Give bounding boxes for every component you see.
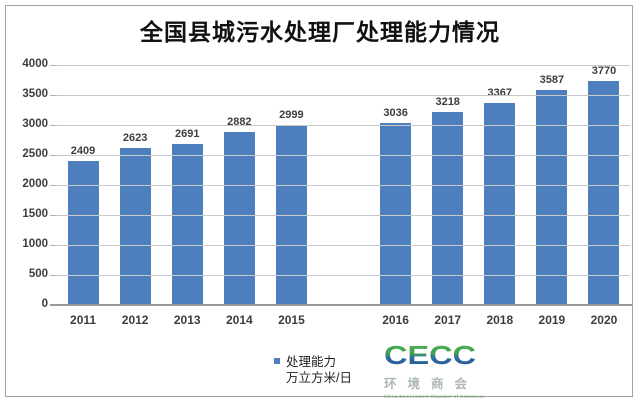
y-tick-label: 0: [41, 298, 48, 310]
x-tick-label-2020: 2020: [590, 313, 618, 327]
x-axis-labels: 2011 2012 2013 2014 2015 2016 2017 2018 2019 2020: [57, 313, 630, 327]
gridline: [57, 155, 630, 156]
bar-2020: [588, 81, 620, 305]
y-tick-mark: [50, 215, 57, 216]
gridline: [57, 275, 630, 276]
bar-value-label: 3587: [539, 73, 565, 86]
bar-2017: [432, 111, 464, 305]
bar-2014: [223, 132, 255, 305]
bar-2016: [380, 122, 412, 305]
x-tick-label-2018: 2018: [486, 313, 514, 327]
bar-2011: [67, 160, 99, 305]
cecc-logo: CECC 环境商会 China Environment Chamber of C…: [384, 340, 494, 399]
bar-value-label: 3218: [435, 95, 460, 108]
bar-slot-2020: 3770: [578, 65, 630, 305]
bar-slot-2012: 2623: [109, 65, 161, 305]
x-tick-label-2012: 2012: [121, 313, 149, 327]
legend-marker-icon: [274, 358, 280, 364]
chart-frame: [5, 5, 633, 397]
x-tick-label-2016: 2016: [382, 313, 409, 327]
legend-series-label: 处理能力: [286, 355, 337, 369]
bar-value-label: 2409: [70, 144, 96, 157]
x-axis-line: [50, 304, 632, 306]
gridline: [57, 185, 630, 186]
bar-value-label: 2623: [122, 131, 148, 144]
y-tick-label: 4000: [22, 58, 48, 70]
gridline: [57, 65, 630, 66]
bar-value-label: 2691: [174, 127, 200, 140]
bar-2013: [171, 143, 203, 305]
y-tick-label: 1000: [22, 238, 48, 250]
y-tick-label: 2000: [22, 178, 48, 190]
y-tick-mark: [50, 95, 57, 96]
y-tick-mark: [50, 185, 57, 186]
gridline: [57, 125, 630, 126]
x-tick-label-2013: 2013: [173, 313, 201, 327]
bar-value-label: 3036: [383, 106, 408, 119]
plot-area: 2409 2623 2691 2882 2999 3036 3218 3367 3587 3770: [57, 65, 630, 305]
legend-text: 处理能力 万立方米/日: [286, 354, 352, 386]
x-tick-label-2011: 2011: [70, 313, 97, 327]
y-tick-label: 3000: [22, 118, 48, 130]
bar-value-label: 3770: [591, 65, 617, 77]
gridline: [57, 215, 630, 216]
cecc-logo-caption: China Environment Chamber of Commerce: [384, 394, 486, 399]
y-tick-mark: [50, 65, 57, 66]
legend-unit-label: 万立方米/日: [286, 371, 352, 385]
y-tick-mark: [50, 245, 57, 246]
chart-title: 全国县城污水处理厂处理能力情况: [140, 20, 500, 45]
bar-slot-2014: 2882: [213, 65, 265, 305]
y-tick-label: 2500: [22, 148, 48, 160]
x-tick-label-2019: 2019: [538, 313, 566, 327]
bar-2012: [119, 147, 151, 305]
bar-2018: [484, 103, 516, 305]
y-tick-mark: [50, 275, 57, 276]
x-tick-label-2014: 2014: [225, 313, 253, 327]
bars-container: 2409 2623 2691 2882 2999 3036 3218 3367 3587 3770: [57, 65, 630, 305]
bar-slot-2016: 3036: [370, 65, 422, 305]
y-tick-mark: [50, 125, 57, 126]
cecc-logo-text: CECC: [384, 343, 476, 368]
bar-2019: [536, 89, 568, 305]
y-tick-label: 1500: [22, 208, 48, 220]
y-tick-label: 500: [28, 268, 48, 280]
x-tick-label-2017: 2017: [434, 313, 462, 327]
bar-slot-2017: 3218: [422, 65, 474, 305]
y-tick-mark: [50, 155, 57, 156]
gridline: [57, 95, 630, 96]
cecc-logo-wordmark: CECC: [384, 340, 476, 370]
bar-slot-2013: 2691: [161, 65, 213, 305]
bar-value-label: 2882: [227, 116, 252, 129]
bar-value-label: 3367: [487, 87, 513, 99]
gridline: [57, 245, 630, 246]
legend: 处理能力 万立方米/日: [274, 354, 352, 386]
cecc-logo-subtitle: 环境商会: [384, 377, 479, 391]
y-tick-label: 3500: [22, 88, 48, 100]
bar-value-label: 2999: [279, 109, 304, 122]
bar-slot-2011: 2409: [57, 65, 109, 305]
bar-slot-2018: 3367: [474, 65, 526, 305]
x-tick-label-2015: 2015: [278, 313, 305, 327]
x-tick-label-empty: [317, 313, 369, 327]
